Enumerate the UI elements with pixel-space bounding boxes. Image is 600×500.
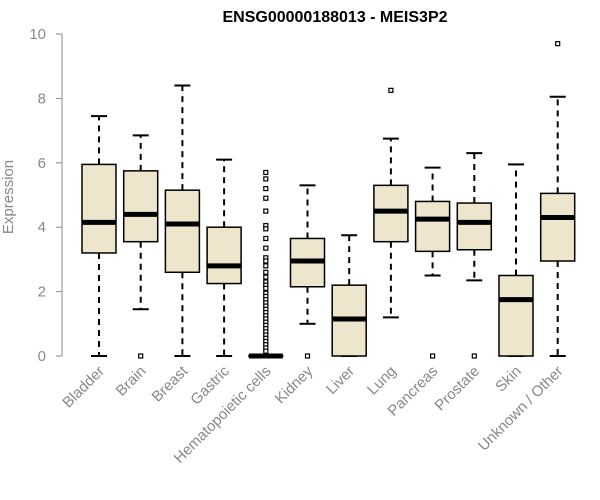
outlier-point xyxy=(555,41,561,47)
box-iqr xyxy=(498,274,534,357)
x-tick-label: Bladder xyxy=(59,363,108,412)
x-tick-label: Liver xyxy=(323,363,358,398)
y-tick-label: 0 xyxy=(38,348,46,365)
outlier-point xyxy=(263,176,269,182)
box-liver xyxy=(331,234,367,357)
box-kidney xyxy=(289,184,326,359)
box-iqr xyxy=(164,189,201,274)
box-iqr xyxy=(456,202,493,251)
outlier-point xyxy=(388,87,394,93)
outlier-point xyxy=(263,285,269,291)
box-brain xyxy=(122,134,159,359)
box-iqr xyxy=(206,226,242,285)
outlier-point xyxy=(263,226,269,232)
outlier-point xyxy=(263,169,269,176)
x-tick-label: Lung xyxy=(364,363,400,399)
box-hematopoietic-cells xyxy=(248,169,284,359)
outlier-point xyxy=(263,208,269,214)
box-gastric xyxy=(206,158,242,357)
y-tick-label: 4 xyxy=(38,219,46,236)
box-pancreas xyxy=(414,166,451,359)
y-axis: 0 2 4 6 8 10 xyxy=(29,26,63,365)
y-tick-label: 6 xyxy=(38,155,46,172)
box-iqr xyxy=(122,170,159,243)
outlier-point xyxy=(304,353,311,359)
box-lung xyxy=(373,87,409,319)
outlier-point xyxy=(263,348,269,354)
y-tick-label: 2 xyxy=(38,284,46,301)
box-series xyxy=(81,41,576,359)
outlier-point xyxy=(263,245,269,251)
box-iqr xyxy=(81,163,117,254)
box-breast xyxy=(164,84,201,357)
x-tick-label: Breast xyxy=(149,362,192,405)
y-tick-label: 10 xyxy=(29,26,46,43)
box-skin xyxy=(498,163,534,357)
box-iqr xyxy=(539,192,576,262)
box-unknown-other xyxy=(539,41,576,357)
outlier-point xyxy=(263,274,269,280)
x-tick-label: Skin xyxy=(492,363,525,396)
y-axis-label: Expression xyxy=(0,160,17,234)
outlier-point xyxy=(430,353,436,359)
y-tick-label: 8 xyxy=(38,90,46,107)
box-bladder xyxy=(81,115,117,357)
box-iqr xyxy=(414,200,451,253)
outlier-point xyxy=(263,263,269,269)
x-tick-label: Prostate xyxy=(432,363,484,415)
outlier-point xyxy=(138,353,144,359)
outlier-point xyxy=(263,185,269,192)
outlier-point xyxy=(471,353,477,359)
outlier-point xyxy=(263,258,269,264)
box-prostate xyxy=(456,152,493,359)
outlier-point xyxy=(263,195,269,201)
x-tick-label: Brain xyxy=(113,363,150,400)
outlier-point xyxy=(263,235,269,242)
outlier-point xyxy=(263,269,269,275)
x-tick-label: Kidney xyxy=(272,362,317,407)
chart-title: ENSG00000188013 - MEIS3P2 xyxy=(222,9,447,26)
